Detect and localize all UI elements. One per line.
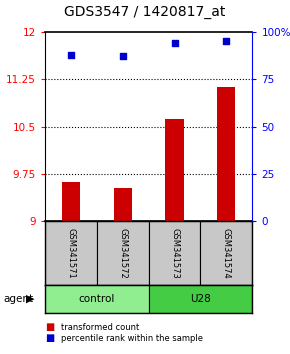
Bar: [45, 221, 97, 285]
Text: GSM341573: GSM341573: [170, 228, 179, 279]
Text: GDS3547 / 1420817_at: GDS3547 / 1420817_at: [64, 5, 226, 19]
Bar: [62, 182, 80, 221]
Text: ■: ■: [45, 333, 54, 343]
Text: transformed count: transformed count: [61, 323, 139, 332]
Point: [68, 52, 73, 57]
Text: control: control: [79, 294, 115, 304]
Bar: [97, 221, 148, 285]
Text: GSM341571: GSM341571: [66, 228, 75, 279]
Text: GSM341572: GSM341572: [118, 228, 127, 279]
Text: ▶: ▶: [26, 294, 35, 304]
Text: agent: agent: [3, 294, 33, 304]
Bar: [217, 87, 235, 221]
Bar: [148, 285, 252, 313]
Bar: [45, 285, 148, 313]
Text: GSM341574: GSM341574: [222, 228, 231, 279]
Bar: [166, 119, 184, 221]
Point: [224, 39, 229, 44]
Point: [120, 54, 125, 59]
Bar: [200, 221, 252, 285]
Bar: [114, 188, 132, 221]
Text: U28: U28: [190, 294, 211, 304]
Point: [172, 40, 177, 46]
Text: ■: ■: [45, 322, 54, 332]
Bar: [148, 221, 200, 285]
Text: percentile rank within the sample: percentile rank within the sample: [61, 333, 203, 343]
